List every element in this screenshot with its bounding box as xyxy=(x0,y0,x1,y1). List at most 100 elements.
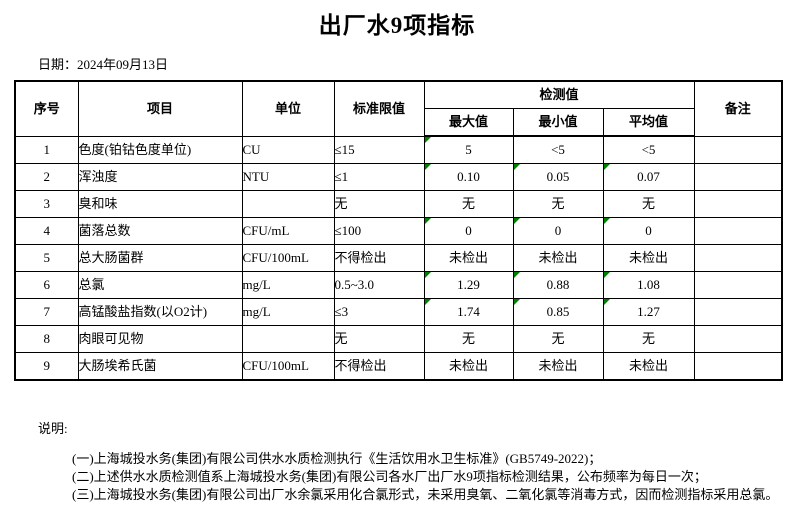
cell-min: 0.85 xyxy=(512,298,604,326)
cell-item: 菌落总数 xyxy=(77,217,243,245)
cell-seq: 8 xyxy=(14,325,79,353)
cell-remark xyxy=(693,217,783,245)
cell-min: 未检出 xyxy=(512,244,604,272)
cell-remark xyxy=(693,271,783,299)
page-title: 出厂水9项指标 xyxy=(318,13,476,38)
cell-limit: 0.5~3.0 xyxy=(333,271,425,299)
excel-flag-triangle-icon xyxy=(425,164,431,170)
cell-limit: ≤3 xyxy=(333,298,425,326)
cell-max: 0 xyxy=(423,217,514,245)
excel-flag-triangle-icon xyxy=(425,272,431,278)
cell-unit: mg/L xyxy=(241,298,335,326)
note-line: (三)上海城投水务(集团)有限公司出厂水余氯采用化合氯形式，未采用臭氧、二氧化氯… xyxy=(72,487,779,502)
cell-seq: 7 xyxy=(14,298,79,326)
excel-flag-triangle-icon xyxy=(514,218,520,224)
cell-unit: CU xyxy=(241,135,335,164)
cell-remark xyxy=(693,244,783,272)
cell-max: 1.74 xyxy=(423,298,514,326)
table-row: 2 浑浊度 NTU ≤1 0.10 0.05 0.07 xyxy=(14,163,783,191)
cell-min: 未检出 xyxy=(512,352,604,381)
cell-avg: 无 xyxy=(602,325,695,353)
cell-remark xyxy=(693,163,783,191)
cell-limit: 无 xyxy=(333,325,425,353)
notes-label: 说明: xyxy=(38,421,68,436)
cell-avg: 1.08 xyxy=(602,271,695,299)
cell-remark xyxy=(693,352,783,381)
cell-unit: mg/L xyxy=(241,271,335,299)
cell-max: 无 xyxy=(423,325,514,353)
cell-avg: 1.27 xyxy=(602,298,695,326)
table-row: 9 大肠埃希氏菌 CFU/100mL 不得检出 未检出 未检出 未检出 xyxy=(14,352,783,381)
cell-limit: 无 xyxy=(333,190,425,218)
cell-unit xyxy=(241,325,335,353)
cell-min: 0.88 xyxy=(512,271,604,299)
header-max: 最大值 xyxy=(423,108,514,137)
cell-unit: NTU xyxy=(241,163,335,191)
cell-avg: 未检出 xyxy=(602,244,695,272)
cell-item: 肉眼可见物 xyxy=(77,325,243,353)
cell-unit: CFU/mL xyxy=(241,217,335,245)
cell-item: 总氯 xyxy=(77,271,243,299)
cell-min: <5 xyxy=(512,135,604,164)
cell-min: 0.05 xyxy=(512,163,604,191)
excel-flag-triangle-icon xyxy=(604,299,610,305)
table-row: 1 色度(铂钴色度单位) CU ≤15 5 <5 <5 xyxy=(14,135,783,164)
note-line: (一)上海城投水务(集团)有限公司供水水质检测执行《生活饮用水卫生标准》(GB5… xyxy=(72,451,602,466)
cell-min: 无 xyxy=(512,190,604,218)
header-unit: 单位 xyxy=(241,80,335,137)
cell-remark xyxy=(693,190,783,218)
table-row: 3 臭和味无无无无 xyxy=(14,190,783,218)
cell-seq: 5 xyxy=(14,244,79,272)
cell-item: 浑浊度 xyxy=(77,163,243,191)
cell-remark xyxy=(693,298,783,326)
cell-limit: 不得检出 xyxy=(333,352,425,381)
notes-list: (一)上海城投水务(集团)有限公司供水水质检测执行《生活饮用水卫生标准》(GB5… xyxy=(72,450,778,504)
excel-flag-triangle-icon xyxy=(604,164,610,170)
table-body: 1 色度(铂钴色度单位) CU ≤15 5 <5 <5 2 浑浊度 NTU ≤1 0.10 0.05 0.… xyxy=(14,135,783,381)
cell-max: 5 xyxy=(423,135,514,164)
note-line: (二)上述供水水质检测值系上海城投水务(集团)有限公司各水厂出厂水9项指标检测结… xyxy=(72,469,707,484)
cell-item: 色度(铂钴色度单位) xyxy=(77,135,243,164)
excel-flag-triangle-icon xyxy=(604,272,610,278)
cell-remark xyxy=(693,325,783,353)
header-limit: 标准限值 xyxy=(333,80,425,137)
cell-unit: CFU/100mL xyxy=(241,244,335,272)
header-detection: 检测值 xyxy=(423,80,695,109)
cell-avg: <5 xyxy=(602,135,695,164)
cell-limit: ≤1 xyxy=(333,163,425,191)
excel-flag-triangle-icon xyxy=(425,299,431,305)
cell-avg: 0.07 xyxy=(602,163,695,191)
cell-min: 0 xyxy=(512,217,604,245)
excel-flag-triangle-icon xyxy=(514,164,520,170)
excel-flag-triangle-icon xyxy=(425,218,431,224)
cell-avg: 无 xyxy=(602,190,695,218)
excel-flag-triangle-icon xyxy=(514,299,520,305)
header-min: 最小值 xyxy=(512,108,604,137)
excel-flag-triangle-icon xyxy=(604,218,610,224)
water-quality-table: 序号 项目 单位 标准限值 检测值 备注 最大值 最小值 平均值 1 色度(铂钴色… xyxy=(14,80,784,381)
cell-max: 1.29 xyxy=(423,271,514,299)
cell-limit: ≤15 xyxy=(333,135,425,164)
cell-max: 0.10 xyxy=(423,163,514,191)
cell-item: 高锰酸盐指数(以O2计) xyxy=(77,298,243,326)
excel-flag-triangle-icon xyxy=(514,272,520,278)
cell-min: 无 xyxy=(512,325,604,353)
cell-limit: ≤100 xyxy=(333,217,425,245)
header-remark: 备注 xyxy=(693,80,783,137)
cell-max: 未检出 xyxy=(423,352,514,381)
cell-max: 无 xyxy=(423,190,514,218)
cell-item: 总大肠菌群 xyxy=(77,244,243,272)
header-seq: 序号 xyxy=(14,80,79,137)
table-row: 6 总氯 mg/L 0.5~3.0 1.29 0.88 1.08 xyxy=(14,271,783,299)
cell-seq: 3 xyxy=(14,190,79,218)
table-header: 序号 项目 单位 标准限值 检测值 备注 最大值 最小值 平均值 xyxy=(14,80,783,137)
header-item: 项目 xyxy=(77,80,243,137)
cell-unit xyxy=(241,190,335,218)
cell-seq: 4 xyxy=(14,217,79,245)
header-avg: 平均值 xyxy=(602,108,695,137)
cell-unit: CFU/100mL xyxy=(241,352,335,381)
cell-item: 臭和味 xyxy=(77,190,243,218)
cell-seq: 6 xyxy=(14,271,79,299)
date-label: 日期：2024年09月13日 xyxy=(38,57,169,72)
table-row: 4 菌落总数 CFU/mL ≤100 0 0 0 xyxy=(14,217,783,245)
